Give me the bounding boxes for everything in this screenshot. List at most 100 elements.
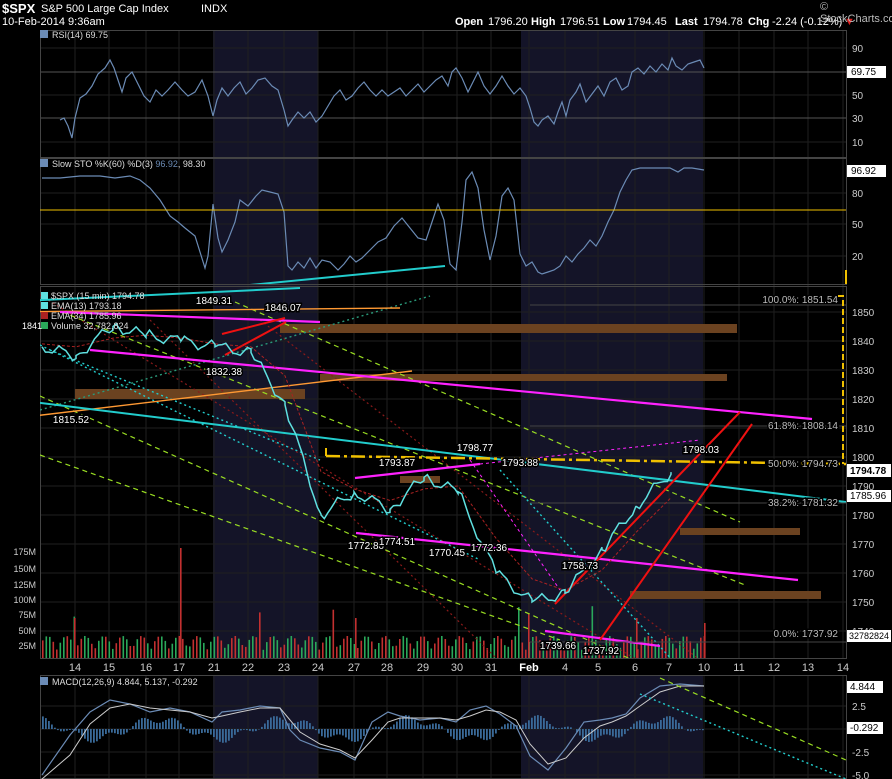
volume-bar [476, 636, 478, 658]
volume-bar [98, 640, 100, 658]
down-arrow-icon: ▼ [844, 16, 855, 28]
volume-bar [357, 648, 359, 658]
volume-bar [171, 643, 174, 658]
macd-hist-bar [234, 729, 236, 735]
volume-bar [322, 642, 324, 658]
rsi-value-tag-bg [847, 66, 886, 78]
macd-hist-bar [66, 729, 68, 731]
volume-bar [689, 641, 692, 658]
x-tick-label: 23 [278, 662, 290, 674]
price-annotation: 1774.51 [379, 537, 416, 548]
macd-hist-bar [405, 715, 407, 729]
x-tick-label: 7 [666, 662, 672, 674]
legend-price: $SPX (15 min) 1794.78 [51, 291, 145, 301]
macd-hist-bar [48, 721, 50, 729]
cyan-upper-trend [40, 287, 301, 302]
left-edge-label: 1841 [22, 321, 42, 331]
macd-hist-bar [363, 729, 365, 736]
price-panel: 1849.31 1846.07 1832.38 1815.52 1793.87 1798.… [22, 270, 847, 658]
volume-bar [462, 637, 464, 658]
price-tick-label: 1840 [852, 337, 875, 348]
macd-histogram [42, 715, 704, 743]
volume-bar [262, 649, 265, 658]
sto-label-k: 96.92 [155, 159, 178, 169]
macd-hist-bar [672, 717, 674, 729]
x-tick-label: 29 [417, 662, 429, 674]
low-label: Low [603, 16, 625, 28]
volume-bar [406, 637, 408, 658]
volume-bar [273, 636, 275, 658]
volume-bar [206, 649, 209, 658]
macd-hist-bar [624, 729, 626, 735]
volume-bar [619, 647, 622, 658]
cyan-dotted-lines [40, 295, 672, 658]
macd-hist-bar [579, 729, 581, 736]
macd-hist-bar [510, 723, 512, 729]
volume-bar [129, 646, 132, 658]
macd-hist-bar [567, 726, 569, 729]
volume-bar [574, 637, 576, 658]
macd-hist-bar [225, 729, 227, 743]
volume-bar [388, 639, 391, 658]
macd-hist-bar [615, 729, 617, 738]
volume-bar [77, 645, 79, 658]
volume-bar [658, 645, 660, 658]
macd-hist-bar [342, 729, 344, 736]
volume-bar [630, 636, 632, 658]
volume-bar [637, 649, 639, 658]
price-tick-label: 1790 [852, 482, 875, 493]
volume-bar [451, 646, 454, 658]
price-annotation: 1770.45 [429, 548, 466, 559]
volume-bar [126, 639, 128, 658]
macd-hist-bar [396, 721, 398, 729]
macd-hist-bar [435, 723, 437, 729]
volume-bar [192, 639, 195, 658]
volume-bar [266, 642, 268, 658]
price-annotation: 1815.52 [53, 415, 90, 426]
open-value: 1796.20 [488, 16, 528, 28]
high-label: High [531, 16, 556, 28]
volume-bar [234, 636, 237, 658]
macd-hist-bar [96, 729, 98, 742]
volume-bar [360, 640, 363, 658]
macd-hist-bar [582, 729, 584, 739]
macd-hist-bar [351, 729, 353, 742]
volume-bar [185, 645, 188, 658]
macd-hist-bar [45, 718, 47, 729]
macd-hist-bar [240, 729, 242, 731]
macd-hist-bar [285, 721, 287, 729]
yellow-50pct-line [325, 454, 846, 466]
magenta-trendlines [59, 310, 813, 648]
macd-hist-bar [213, 729, 215, 737]
price-annotation: 1846.07 [265, 303, 302, 314]
volume-bar [616, 644, 618, 658]
volume-bar [178, 636, 181, 658]
volume-bar [119, 637, 121, 658]
macd-hist-bar [282, 719, 284, 729]
macd-hist-bar [345, 729, 347, 738]
macd-hist-bar [300, 720, 302, 729]
macd-hist-bar [633, 723, 635, 729]
macd-hist-bar [669, 716, 671, 729]
macd-hist-bar [564, 726, 566, 729]
macd-hist-bar [621, 729, 623, 737]
macd-hist-bar [279, 717, 281, 729]
x-tick-label: 5 [595, 662, 601, 674]
macd-hist-bar [276, 716, 278, 729]
macd-hist-bar [321, 729, 323, 737]
price-tick-label: 1770 [852, 540, 875, 551]
macd-hist-bar [540, 715, 542, 729]
macd-hist-bar [99, 729, 101, 739]
price-annotation: 1772.36 [471, 543, 508, 554]
volume-bar [381, 637, 384, 658]
volume-bar [367, 636, 370, 658]
macd-hist-bar [105, 729, 107, 734]
volume-bar [311, 636, 314, 658]
volume-bar [679, 641, 681, 658]
macd-legend-swatch [40, 677, 48, 685]
macd-hist-bar [375, 726, 377, 729]
macd-hist-bar [465, 729, 467, 737]
volume-bar [511, 639, 513, 658]
macd-hist-bar [378, 726, 380, 729]
x-tick-label: 28 [381, 662, 393, 674]
